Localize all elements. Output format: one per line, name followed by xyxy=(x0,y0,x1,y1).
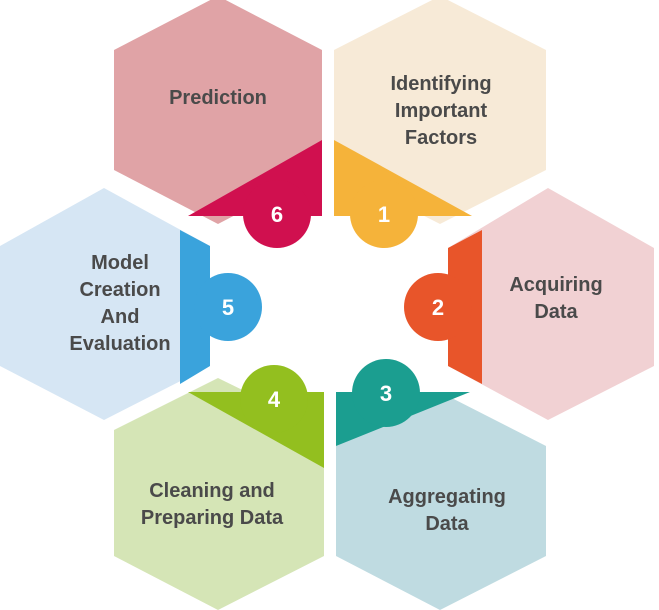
step-6-label-line: Prediction xyxy=(169,87,267,109)
step-4-label-line: Cleaning and xyxy=(149,480,275,502)
step-6-hexagon xyxy=(114,0,322,224)
step-1-label-line: Factors xyxy=(405,127,477,149)
step-5-label-line: Model xyxy=(91,252,149,274)
step-2-hexagon xyxy=(448,188,654,420)
step-5-number: 5 xyxy=(222,295,234,320)
step-2-label: Acquiring Data xyxy=(509,274,602,323)
step-6-label: Prediction xyxy=(169,87,267,109)
step-5-hexagon xyxy=(0,188,210,420)
step-2-badge xyxy=(404,273,472,341)
step-3-label-line: Aggregating xyxy=(388,486,506,508)
step-4-badge xyxy=(240,365,308,433)
step-3-label: Aggregating Data xyxy=(388,486,506,535)
step-6-number: 6 xyxy=(271,202,283,227)
step-3-badge xyxy=(352,359,420,427)
step-1-label-line: Important xyxy=(395,100,488,122)
step-6-badge xyxy=(243,180,311,248)
step-3-label-line: Data xyxy=(425,513,469,535)
step-4-number: 4 xyxy=(268,387,281,412)
step-3-hexagon xyxy=(336,392,546,610)
step-2-label-line: Acquiring xyxy=(509,274,602,296)
step-5-label-line: Evaluation xyxy=(69,333,170,355)
step-3-number: 3 xyxy=(380,381,392,406)
step-4-label-line: Preparing Data xyxy=(141,507,284,529)
step-5-label-line: And xyxy=(101,306,140,328)
step-5-badge xyxy=(194,273,262,341)
step-4-label: Cleaning and Preparing Data xyxy=(141,480,284,529)
step-1-label: Identifying Important Factors xyxy=(390,73,491,149)
step-5-label: Model Creation And Evaluation xyxy=(69,252,170,355)
step-1-label-line: Identifying xyxy=(390,73,491,95)
step-5-label-line: Creation xyxy=(79,279,160,301)
step-1-number: 1 xyxy=(378,202,390,227)
step-2-label-line: Data xyxy=(534,301,578,323)
step-1-badge xyxy=(350,180,418,248)
step-2-number: 2 xyxy=(432,295,444,320)
step-1-hexagon xyxy=(334,0,546,224)
